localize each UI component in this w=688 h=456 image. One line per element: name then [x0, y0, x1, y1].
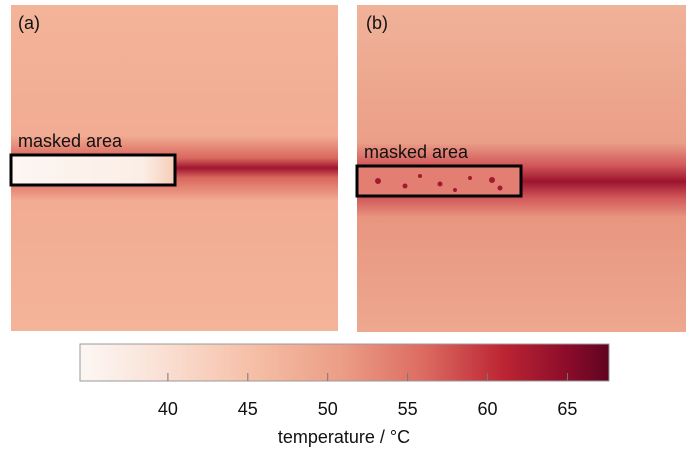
- tick-label: 65: [557, 399, 577, 419]
- figure: (a) masked area (b) masked area temperat…: [0, 0, 688, 451]
- mask-box: [357, 166, 521, 196]
- tick-label: 40: [158, 399, 178, 419]
- annotation: masked area: [18, 131, 123, 151]
- panel-label: (a): [18, 13, 40, 33]
- colorbar: temperature / °C 40 45 50 55 60 65: [80, 344, 609, 447]
- panel-a: (a) masked area: [11, 5, 338, 331]
- tick-label: 50: [318, 399, 338, 419]
- panel-b: (b) masked area: [357, 5, 686, 332]
- annotation: masked area: [364, 142, 469, 162]
- tick-label: 45: [238, 399, 258, 419]
- colorbar-label: temperature / °C: [278, 427, 410, 447]
- tick-label: 55: [398, 399, 418, 419]
- panel-label: (b): [366, 13, 388, 33]
- mask-box: [11, 155, 175, 185]
- colorbar-gradient: [80, 344, 609, 381]
- tick-label: 60: [478, 399, 498, 419]
